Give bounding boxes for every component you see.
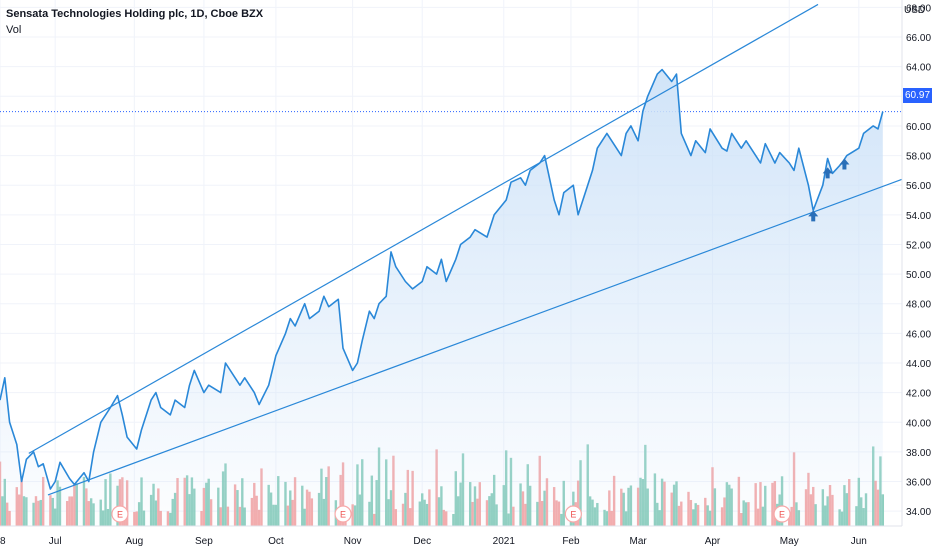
- price-line: [0, 68, 884, 490]
- earnings-badge-circle: [334, 505, 352, 523]
- earnings-badge-label: E: [117, 510, 123, 520]
- current-price-label: 60.97: [903, 88, 932, 103]
- price-area-layer: [0, 69, 883, 526]
- arrow-up-shape: [839, 158, 850, 170]
- y-tick-label: 36.00: [906, 478, 931, 489]
- trendline[interactable]: [28, 3, 819, 454]
- x-axis: 8 Jul Aug Sep Oct Nov Dec 2021 Feb Mar Apr May Jun: [0, 536, 867, 547]
- y-tick-label: 60.00: [906, 122, 931, 133]
- x-tick-label: Feb: [562, 536, 580, 547]
- x-tick-label: Apr: [705, 536, 721, 547]
- y-tick-label: 68.00: [906, 3, 931, 14]
- arrow-up-icon: [822, 167, 833, 179]
- x-tick-label: Sep: [195, 536, 213, 547]
- earnings-badge-circle: [111, 505, 129, 523]
- price-area: [0, 69, 883, 526]
- earnings-badge-label: E: [570, 510, 576, 520]
- volume-bar: [881, 494, 885, 526]
- trendline[interactable]: [47, 178, 903, 496]
- y-tick-label: 42.00: [906, 389, 931, 400]
- y-tick-label: 66.00: [906, 33, 931, 44]
- earnings-badge-circle: [773, 505, 791, 523]
- marker-arrows: [808, 158, 850, 222]
- y-tick-label: 58.00: [906, 152, 931, 163]
- y-tick-label: 54.00: [906, 211, 931, 222]
- arrow-up-icon: [808, 210, 819, 222]
- x-tick-label: Aug: [125, 536, 143, 547]
- y-tick-label: 44.00: [906, 359, 931, 370]
- arrow-up-shape: [808, 210, 819, 222]
- currency-label: USD: [904, 5, 926, 16]
- chart-header: Sensata Technologies Holding plc, 1D, Cb…: [6, 6, 263, 38]
- x-tick-label: Mar: [629, 536, 647, 547]
- x-tick-label: 8: [0, 536, 6, 547]
- earnings-badge[interactable]: E: [773, 505, 791, 523]
- earnings-badge[interactable]: E: [111, 505, 129, 523]
- x-tick-label: Nov: [344, 536, 362, 547]
- x-tick-label: Oct: [268, 536, 284, 547]
- y-tick-label: 64.00: [906, 63, 931, 74]
- x-tick-label: Dec: [413, 536, 431, 547]
- chart-title: Sensata Technologies Holding plc, 1D, Cb…: [6, 8, 264, 20]
- y-tick-label: 56.00: [906, 181, 931, 192]
- x-tick-label: 2021: [493, 536, 516, 547]
- y-tick-label: 38.00: [906, 448, 931, 459]
- y-tick-label: 40.00: [906, 418, 931, 429]
- y-tick-label: 48.00: [906, 300, 931, 311]
- earnings-badge[interactable]: E: [334, 505, 352, 523]
- earnings-badge-label: E: [340, 510, 346, 520]
- trendlines: [28, 3, 903, 496]
- earnings-badge-circle: [564, 505, 582, 523]
- y-tick-label: 46.00: [906, 329, 931, 340]
- x-tick-label: Jul: [49, 536, 62, 547]
- arrow-up-icon: [839, 158, 850, 170]
- x-tick-label: May: [780, 536, 799, 547]
- arrow-up-shape: [822, 167, 833, 179]
- x-tick-label: Jun: [851, 536, 867, 547]
- earnings-badge-label: E: [779, 510, 785, 520]
- y-tick-label: 34.00: [906, 507, 931, 518]
- y-tick-label: 52.00: [906, 240, 931, 251]
- volume-label: Vol: [6, 24, 22, 36]
- y-axis: 34.00 36.00 38.00 40.00 42.00 44.00 46.00 48.00…: [906, 3, 931, 518]
- earnings-badge[interactable]: E: [564, 505, 582, 523]
- price-line-layer: [0, 68, 884, 490]
- y-tick-label: 50.00: [906, 270, 931, 281]
